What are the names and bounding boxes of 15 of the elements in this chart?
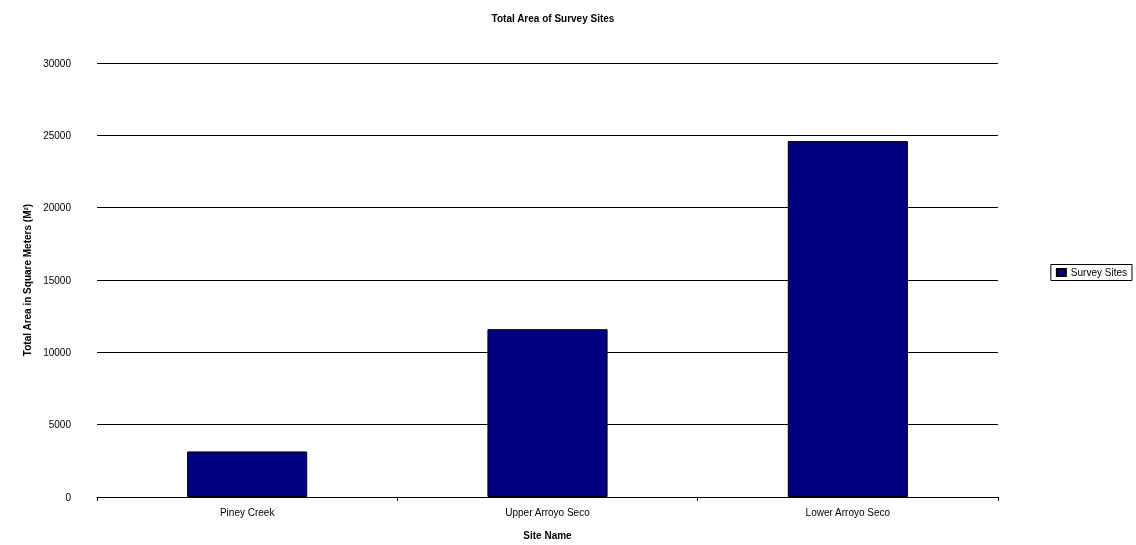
chart-title: Total Area of Survey Sites [491, 12, 615, 24]
bar [187, 451, 308, 497]
y-tick-label: 10000 [43, 346, 72, 358]
y-tick-label: 5000 [48, 419, 72, 431]
x-axis-title: Site Name [523, 529, 573, 541]
y-tick-label: 25000 [43, 129, 72, 141]
y-axis-title: Total Area in Square Meters (M²) [21, 203, 33, 357]
legend-label: Survey Sites [1070, 267, 1128, 278]
y-tick-label: 20000 [43, 202, 72, 214]
y-tick-label: 30000 [43, 57, 72, 69]
x-tick-label: Piney Creek [219, 506, 276, 518]
y-tick-label: 15000 [43, 274, 72, 286]
y-tick-label: 0 [65, 491, 72, 503]
x-tick-label: Upper Arroyo Seco [505, 506, 591, 518]
x-tick-label: Lower Arroyo Seco [805, 506, 891, 518]
